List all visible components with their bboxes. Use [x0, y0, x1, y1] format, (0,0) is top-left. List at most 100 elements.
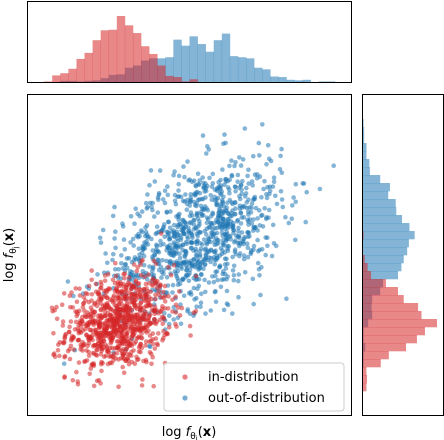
scatter-point-out-of-distribution — [197, 240, 203, 246]
scatter-point-out-of-distribution — [183, 239, 189, 245]
top-histogram-bar-out-of-distribution — [270, 76, 279, 82]
scatter-point-in-distribution — [104, 333, 109, 338]
scatter-point-in-distribution — [60, 340, 66, 346]
scatter-point-out-of-distribution — [221, 307, 227, 313]
scatter-point-in-distribution — [129, 353, 134, 359]
scatter-point-out-of-distribution — [279, 197, 285, 202]
scatter-point-in-distribution — [76, 337, 81, 343]
scatter-point-out-of-distribution — [229, 158, 234, 163]
scatter-point-in-distribution — [193, 274, 199, 279]
top-histogram-bar-in-distribution — [165, 75, 174, 82]
scatter-point-out-of-distribution — [245, 217, 250, 223]
scatter-point-out-of-distribution — [189, 240, 195, 245]
scatter-point-in-distribution — [92, 300, 98, 306]
scatter-point-out-of-distribution — [225, 261, 230, 267]
top-histogram-bar-in-distribution — [92, 40, 101, 82]
scatter-point-out-of-distribution — [220, 209, 225, 214]
right-histogram-bar-in-distribution — [363, 311, 422, 320]
scatter-point-out-of-distribution — [170, 290, 175, 295]
scatter-point-out-of-distribution — [257, 273, 262, 278]
scatter-point-in-distribution — [147, 312, 153, 317]
scatter-point-in-distribution — [122, 321, 127, 326]
scatter-point-out-of-distribution — [167, 225, 173, 231]
scatter-point-in-distribution — [148, 338, 154, 344]
top-histogram-bar-out-of-distribution — [318, 81, 328, 82]
scatter-point-out-of-distribution — [255, 260, 261, 266]
scatter-point-in-distribution — [144, 293, 149, 299]
right-histogram-bar-in-distribution — [363, 367, 367, 376]
scatter-point-out-of-distribution — [221, 216, 226, 222]
scatter-point-in-distribution — [60, 323, 66, 328]
scatter-point-out-of-distribution — [255, 216, 260, 221]
scatter-point-in-distribution — [86, 340, 92, 346]
scatter-point-out-of-distribution — [220, 242, 226, 247]
scatter-point-in-distribution — [109, 336, 114, 341]
scatter-point-out-of-distribution — [187, 220, 193, 225]
scatter-point-out-of-distribution — [246, 181, 251, 186]
scatter-point-in-distribution — [142, 325, 148, 331]
right-histogram-bar-in-distribution — [363, 279, 386, 288]
scatter-point-out-of-distribution — [260, 122, 265, 127]
scatter-point-in-distribution — [98, 286, 103, 291]
scatter-point-out-of-distribution — [193, 277, 199, 283]
scatter-point-out-of-distribution — [238, 183, 244, 188]
right-histogram-bar-in-distribution — [363, 271, 372, 280]
right-histogram-bar-out-of-distribution — [363, 151, 367, 160]
scatter-point-out-of-distribution — [140, 244, 145, 249]
scatter-point-in-distribution — [141, 286, 147, 292]
scatter-point-out-of-distribution — [214, 253, 220, 258]
scatter-point-out-of-distribution — [267, 191, 272, 197]
scatter-point-out-of-distribution — [213, 269, 218, 275]
scatter-point-in-distribution — [84, 332, 89, 338]
scatter-point-in-distribution — [171, 262, 177, 268]
scatter-point-out-of-distribution — [304, 189, 310, 195]
scatter-point-out-of-distribution — [300, 181, 306, 186]
scatter-point-in-distribution — [134, 354, 139, 360]
scatter-point-out-of-distribution — [257, 153, 262, 158]
scatter-point-in-distribution — [102, 306, 107, 311]
scatter-point-out-of-distribution — [202, 277, 207, 283]
scatter-point-out-of-distribution — [166, 321, 172, 327]
scatter-point-out-of-distribution — [269, 253, 275, 259]
scatter-point-out-of-distribution — [211, 279, 217, 285]
scatter-point-in-distribution — [166, 325, 172, 330]
scatter-point-out-of-distribution — [178, 194, 184, 200]
scatter-point-out-of-distribution — [253, 205, 259, 211]
scatter-point-out-of-distribution — [230, 268, 236, 273]
right-histogram-bar-in-distribution — [363, 351, 389, 360]
scatter-point-in-distribution — [116, 302, 121, 307]
top-histogram-bar-out-of-distribution — [165, 57, 174, 82]
scatter-point-out-of-distribution — [263, 252, 269, 258]
scatter-point-out-of-distribution — [206, 236, 212, 242]
scatter-point-out-of-distribution — [286, 220, 292, 226]
scatter-point-in-distribution — [120, 296, 126, 301]
scatter-point-out-of-distribution — [252, 172, 258, 177]
scatter-point-out-of-distribution — [186, 178, 191, 183]
scatter-point-in-distribution — [137, 328, 143, 334]
scatter-point-out-of-distribution — [164, 210, 170, 215]
scatter-point-in-distribution — [80, 348, 85, 353]
scatter-point-out-of-distribution — [175, 233, 180, 238]
scatter-point-out-of-distribution — [241, 253, 247, 258]
scatter-point-out-of-distribution — [237, 235, 242, 240]
scatter-point-out-of-distribution — [197, 230, 203, 235]
scatter-point-out-of-distribution — [212, 257, 217, 263]
scatter-point-out-of-distribution — [172, 269, 178, 274]
scatter-point-out-of-distribution — [221, 204, 227, 210]
scatter-point-out-of-distribution — [167, 242, 173, 248]
scatter-point-out-of-distribution — [232, 239, 237, 245]
top-histogram-bar-in-distribution — [181, 81, 190, 82]
scatter-point-out-of-distribution — [199, 213, 205, 219]
top-histogram-bar-in-distribution — [52, 75, 61, 82]
scatter-point-out-of-distribution — [167, 261, 173, 266]
scatter-point-in-distribution — [111, 293, 117, 298]
right-histogram-bar-out-of-distribution — [363, 247, 408, 256]
top-histogram-bar-out-of-distribution — [278, 77, 287, 82]
scatter-point-in-distribution — [151, 383, 156, 389]
scatter-point-out-of-distribution — [264, 195, 270, 201]
scatter-point-in-distribution — [80, 304, 86, 310]
scatter-point-in-distribution — [86, 283, 92, 289]
scatter-point-out-of-distribution — [111, 251, 116, 257]
scatter-point-out-of-distribution — [182, 260, 188, 266]
scatter-point-out-of-distribution — [201, 266, 206, 272]
